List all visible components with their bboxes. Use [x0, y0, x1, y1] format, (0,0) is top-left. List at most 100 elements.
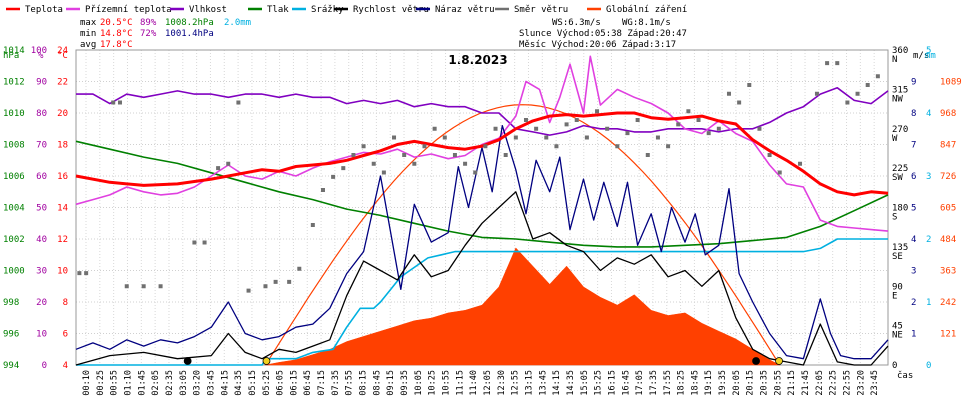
- wind-direction-point: [544, 135, 549, 140]
- tick-temp: 4: [63, 361, 68, 371]
- tick-pct: 50: [36, 204, 47, 214]
- tick-hpa: 1012: [3, 78, 25, 88]
- tick-temp: 12: [57, 235, 68, 245]
- tick-time: 12:55: [511, 370, 521, 396]
- tick-time: 06:15: [289, 370, 299, 396]
- info-moon: Měsíc Východ:20:06 Západ:3:17: [519, 40, 676, 50]
- tick-temp: 10: [57, 267, 68, 277]
- tick-ms: 3: [911, 267, 916, 277]
- wind-direction-point: [111, 100, 116, 105]
- wind-direction-point: [767, 153, 772, 157]
- tick-direction-label: SW: [892, 173, 903, 183]
- tick-radiation: 484: [940, 235, 956, 245]
- wind-direction-point: [635, 118, 640, 122]
- wind-direction-point: [216, 166, 221, 171]
- tick-time: 20:55: [773, 370, 783, 396]
- wind-direction-point: [534, 126, 539, 131]
- tick-time: 17:55: [663, 370, 673, 396]
- tick-mm: 4: [926, 109, 931, 119]
- wind-direction-point: [655, 135, 660, 140]
- info-sun: Slunce Východ:05:38 Západ:20:47: [519, 29, 687, 39]
- tick-time: 02:05: [151, 370, 161, 396]
- tick-hpa: 996: [3, 330, 19, 340]
- tick-mm: 1: [926, 298, 931, 308]
- tick-time: 06:45: [303, 370, 313, 396]
- tick-ms: 9: [911, 78, 916, 88]
- wind-direction-point: [686, 109, 691, 114]
- info-ws: WS:6.3m/s: [552, 18, 601, 28]
- wind-direction-point: [726, 91, 731, 96]
- legend-label: Tlak: [267, 5, 289, 15]
- wind-direction-point: [124, 284, 129, 289]
- tick-radiation: 847: [940, 141, 956, 151]
- tick-mm: 3: [926, 172, 931, 182]
- legend-label: Srážky: [311, 5, 344, 15]
- tick-time: 14:35: [566, 370, 576, 396]
- tick-direction: 180: [892, 204, 908, 214]
- wind-direction-point: [331, 174, 336, 179]
- tick-radiation: 363: [940, 267, 956, 277]
- series-line: [75, 140, 889, 248]
- wind-direction-point: [273, 279, 278, 284]
- stat-avg-temp: 17.8°C: [100, 40, 133, 50]
- series-line: [75, 191, 889, 366]
- tick-time: 17:35: [649, 370, 659, 396]
- wind-direction-point: [246, 288, 251, 293]
- tick-direction: 0: [892, 361, 897, 371]
- tick-time: 20:15: [746, 370, 756, 396]
- stat-max-press: 1008.2hPa: [165, 18, 214, 28]
- legend: Teplota Přízemní teplota Vlhkost Tlak Srážky…: [6, 5, 687, 15]
- sun-moon-marker: [183, 357, 192, 365]
- tick-pct: 80: [36, 109, 47, 119]
- stat-min-press: 1001.4hPa: [165, 29, 214, 39]
- tick-radiation: 968: [940, 109, 956, 119]
- tick-pct: 0: [42, 361, 47, 371]
- tick-hpa: 1014: [3, 46, 25, 56]
- wind-direction-point: [605, 126, 610, 131]
- tick-hpa: 1002: [3, 235, 25, 245]
- tick-time: 01:45: [137, 370, 147, 396]
- wind-direction-point: [473, 170, 478, 175]
- tick-time: 13:45: [538, 370, 548, 396]
- wind-direction-point: [141, 284, 146, 289]
- tick-time: 05:15: [248, 370, 258, 396]
- tick-radiation: 726: [940, 172, 956, 182]
- tick-pct: 20: [36, 298, 47, 308]
- tick-time: 09:15: [386, 370, 396, 396]
- tick-temp: 16: [57, 172, 68, 182]
- tick-time: 03:05: [179, 370, 189, 396]
- wind-direction-point: [615, 144, 620, 149]
- series-line: [76, 87, 889, 136]
- wind-direction-point: [297, 266, 302, 271]
- tick-time: 18:45: [690, 370, 700, 396]
- tick-temp: 22: [57, 78, 68, 88]
- wind-direction-point: [117, 100, 122, 105]
- tick-temp: 6: [63, 330, 68, 340]
- wind-direction-point: [835, 61, 840, 66]
- axis-label-hpa: hPa: [3, 51, 19, 61]
- series-line: [75, 55, 889, 232]
- tick-time: 20:35: [760, 370, 770, 396]
- tick-time: 11:40: [469, 370, 479, 396]
- wind-direction-point: [757, 126, 762, 131]
- tick-time: 16:15: [607, 370, 617, 396]
- wind-direction-point: [513, 135, 518, 140]
- wind-direction-point: [483, 144, 488, 149]
- tick-ms: 6: [911, 172, 916, 182]
- tick-time: 00:10: [82, 370, 92, 396]
- tick-mm: 2: [926, 235, 931, 245]
- wind-direction-point: [412, 161, 417, 166]
- tick-time: 10:25: [428, 370, 438, 396]
- tick-direction-label: NW: [892, 94, 903, 104]
- sun-moon-marker: [775, 357, 783, 365]
- tick-direction-label: E: [892, 291, 897, 301]
- wind-direction-point: [696, 118, 701, 122]
- tick-time: 21:15: [787, 370, 797, 396]
- wind-direction-point: [574, 118, 579, 122]
- tick-direction: 135: [892, 243, 908, 253]
- wind-direction-point: [666, 144, 671, 149]
- wind-direction-point: [341, 166, 346, 171]
- wind-direction-point: [432, 126, 437, 131]
- tick-hpa: 1004: [3, 204, 25, 214]
- tick-ms: 7: [911, 141, 916, 151]
